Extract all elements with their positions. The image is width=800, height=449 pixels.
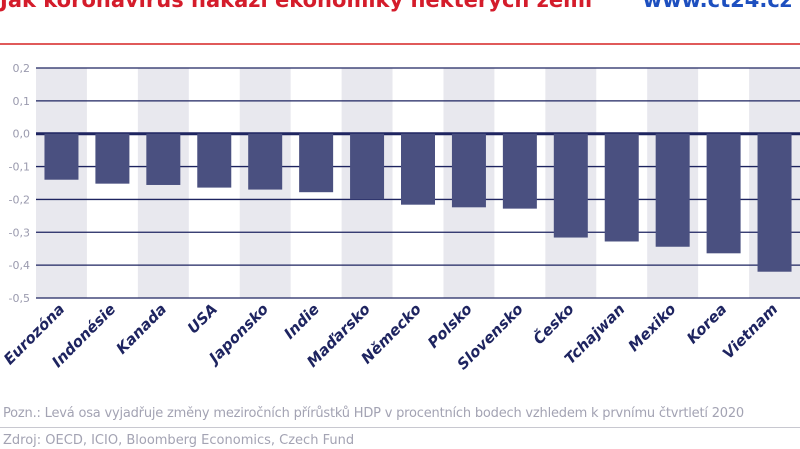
header-divider <box>0 43 800 45</box>
chart-title: Jak koronavirus nakazí ekonomiky některý… <box>0 0 593 12</box>
y-tick-label: -0,4 <box>9 259 30 272</box>
y-tick-label: 0,2 <box>13 62 31 75</box>
y-tick-label: 0,0 <box>13 128 31 141</box>
bar-japonsko <box>248 133 283 190</box>
footer-divider <box>0 427 800 428</box>
x-tick-label: Česko <box>528 299 577 348</box>
bar-mexiko <box>655 133 690 247</box>
bar-kanada <box>146 133 181 185</box>
bar-tchajwan <box>604 133 639 242</box>
bar-česko <box>553 133 588 238</box>
bar-indie <box>299 133 334 193</box>
x-tick-label: Korea <box>683 300 730 347</box>
y-tick-label: -0,3 <box>9 226 30 239</box>
category-band <box>36 68 87 298</box>
footnote: Pozn.: Levá osa vyjadřuje změny meziročn… <box>3 406 744 421</box>
x-tick-label: Mexiko <box>625 300 680 355</box>
bar-chart: 0,20,10,0-0,1-0,2-0,3-0,4-0,5 EurozónaIn… <box>0 62 800 373</box>
y-tick-label: 0,1 <box>13 95 31 108</box>
bar-slovensko <box>502 133 537 209</box>
bar-indonésie <box>95 133 130 184</box>
bar-vietnam <box>757 133 792 272</box>
y-tick-label: -0,1 <box>9 161 30 174</box>
bar-německo <box>401 133 435 205</box>
brand-link[interactable]: www.ct24.cz <box>642 0 792 12</box>
x-tick-label: USA <box>184 300 221 337</box>
bar-polsko <box>451 133 486 208</box>
source-text: Zdroj: OECD, ICIO, Bloomberg Economics, … <box>3 433 355 448</box>
bar-maďarsko <box>350 133 385 200</box>
y-tick-label: -0,2 <box>9 193 30 206</box>
x-tick-label: Vietnam <box>719 300 781 362</box>
bar-usa <box>197 133 232 188</box>
y-tick-label: -0,5 <box>9 292 30 305</box>
x-tick-label: Indie <box>280 300 323 343</box>
bar-korea <box>706 133 741 254</box>
bar-eurozóna <box>44 133 79 180</box>
x-tick-label: Polsko <box>424 300 476 352</box>
x-tick-label: Kanada <box>113 300 171 358</box>
